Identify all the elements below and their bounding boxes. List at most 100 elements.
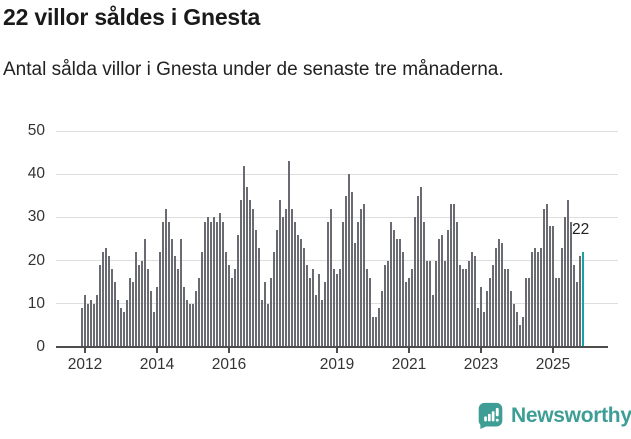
bar bbox=[362, 204, 366, 347]
bar bbox=[326, 221, 330, 347]
bar bbox=[293, 221, 297, 347]
bar bbox=[233, 269, 237, 347]
bar bbox=[572, 264, 576, 347]
bar bbox=[134, 252, 138, 347]
bar bbox=[488, 277, 492, 347]
bar bbox=[314, 295, 318, 347]
bar bbox=[479, 286, 483, 347]
bar bbox=[287, 161, 291, 347]
bar bbox=[419, 187, 423, 347]
bar bbox=[221, 221, 225, 347]
bar bbox=[335, 273, 339, 347]
bar bbox=[269, 277, 273, 347]
bar bbox=[464, 269, 468, 347]
bar bbox=[230, 277, 234, 347]
bar bbox=[263, 282, 267, 347]
bar bbox=[101, 252, 105, 347]
y-axis-tick-label: 40 bbox=[27, 165, 45, 183]
bar bbox=[179, 239, 183, 347]
bar bbox=[212, 217, 216, 347]
x-axis-tick bbox=[228, 348, 230, 353]
bar bbox=[203, 221, 207, 347]
bar bbox=[449, 204, 453, 347]
bar bbox=[167, 221, 171, 347]
bar bbox=[437, 239, 441, 347]
bar bbox=[515, 312, 519, 347]
bar bbox=[152, 312, 156, 347]
bar bbox=[416, 195, 420, 347]
brand-name: Newsworthy bbox=[511, 403, 631, 427]
bar bbox=[131, 282, 135, 347]
bar bbox=[368, 277, 372, 347]
bar bbox=[545, 204, 549, 347]
x-axis-tick bbox=[552, 348, 554, 353]
bar bbox=[80, 308, 84, 347]
bar bbox=[344, 195, 348, 347]
bar bbox=[281, 217, 285, 347]
bar bbox=[182, 286, 186, 347]
bar bbox=[563, 217, 567, 347]
bar bbox=[560, 247, 564, 347]
bar bbox=[173, 256, 177, 347]
x-axis-tick-label: 2014 bbox=[139, 356, 175, 373]
bar bbox=[401, 252, 405, 347]
bar bbox=[149, 290, 153, 347]
bar bbox=[485, 290, 489, 347]
bar bbox=[89, 299, 93, 347]
bar bbox=[533, 247, 537, 347]
bar bbox=[518, 325, 522, 347]
bar bbox=[389, 221, 393, 347]
bar bbox=[524, 277, 528, 347]
bar bbox=[215, 221, 219, 347]
bar bbox=[575, 282, 579, 347]
page-title: 22 villor såldes i Gnesta bbox=[3, 4, 261, 30]
bar bbox=[83, 295, 87, 347]
y-axis-tick-label: 10 bbox=[27, 294, 45, 312]
bar bbox=[275, 230, 279, 347]
x-axis-tick-label: 2021 bbox=[391, 356, 427, 373]
highlighted-bar bbox=[581, 252, 585, 347]
bar bbox=[191, 303, 195, 347]
bar bbox=[446, 230, 450, 347]
bar bbox=[428, 260, 432, 347]
x-axis-tick bbox=[408, 348, 410, 353]
bar bbox=[284, 208, 288, 347]
bar bbox=[227, 264, 231, 347]
y-gridline bbox=[56, 173, 618, 175]
bar bbox=[359, 208, 363, 347]
bar bbox=[338, 269, 342, 347]
bar bbox=[566, 200, 570, 347]
bar bbox=[425, 260, 429, 347]
bar bbox=[317, 273, 321, 347]
bar bbox=[503, 269, 507, 347]
bar bbox=[176, 269, 180, 347]
bar bbox=[392, 230, 396, 347]
bar bbox=[557, 277, 561, 347]
bar bbox=[443, 260, 447, 347]
bar bbox=[218, 213, 222, 347]
bar bbox=[395, 239, 399, 347]
bar bbox=[365, 269, 369, 347]
bar bbox=[158, 252, 162, 347]
bar bbox=[551, 226, 555, 347]
bar bbox=[491, 264, 495, 347]
highlight-value-label: 22 bbox=[572, 220, 590, 238]
bar bbox=[404, 282, 408, 347]
bar bbox=[452, 204, 456, 347]
x-axis-tick bbox=[156, 348, 158, 353]
y-axis-tick-label: 30 bbox=[27, 208, 45, 226]
bar bbox=[146, 269, 150, 347]
x-axis-tick-label: 2012 bbox=[67, 356, 103, 373]
bar bbox=[413, 217, 417, 347]
bar bbox=[125, 299, 129, 347]
bar bbox=[527, 277, 531, 347]
bar bbox=[506, 269, 510, 347]
x-axis-tick-label: 2019 bbox=[319, 356, 355, 373]
bar bbox=[248, 200, 252, 347]
bar bbox=[500, 243, 504, 347]
bar bbox=[542, 208, 546, 347]
bar bbox=[548, 226, 552, 347]
bar bbox=[254, 230, 258, 347]
bar bbox=[311, 269, 315, 347]
